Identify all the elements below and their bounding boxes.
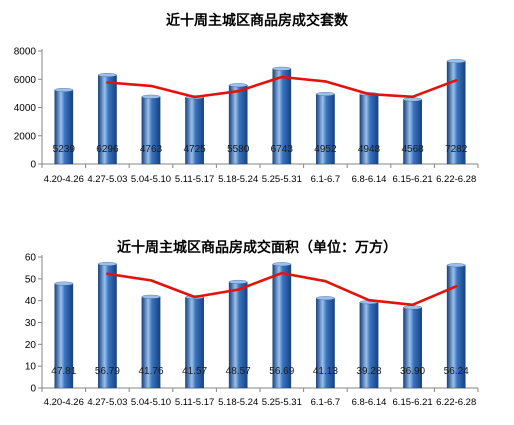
x-tick-label: 5.18-5.24 [218, 174, 258, 185]
bar-cap [54, 88, 74, 92]
chart-panel-area: 近十周主城区商品房成交面积（单位：万方） 0 10 20 30 40 50 60 4.20-4… [0, 225, 514, 425]
bar-cap [446, 59, 466, 64]
bar-cap [403, 305, 422, 310]
x-tick-label: 6.1-6.7 [311, 397, 341, 408]
bar-cap [316, 296, 335, 301]
trend-line [106, 271, 458, 307]
y-tick-label: 0 [30, 160, 36, 171]
bar-cap [228, 83, 248, 88]
x-tick-label: 6.22-6.28 [436, 174, 476, 185]
data-label: 56.79 [95, 366, 120, 377]
y-tick-label: 40 [25, 296, 37, 307]
data-label: 56.24 [444, 366, 469, 377]
bar-cap [98, 262, 117, 266]
bar-cap [228, 280, 248, 284]
y-tick-label: 50 [25, 274, 37, 285]
y-tick-label: 20 [25, 340, 37, 351]
x-tick-label: 4.20-4.26 [44, 174, 84, 185]
bar-cap [272, 66, 292, 71]
x-tick-label: 5.04-5.10 [131, 174, 171, 185]
x-tick-label: 5.25-5.31 [262, 397, 302, 408]
data-label: 48.57 [226, 366, 251, 377]
x-tick-label: 6.1-6.7 [311, 174, 341, 185]
data-label: 5580 [227, 144, 250, 155]
bar-cap [98, 73, 117, 78]
y-tick-label: 6000 [14, 75, 37, 86]
x-tick-label: 6.15-6.21 [393, 174, 433, 185]
bar-cap [272, 262, 292, 267]
chart-title: 近十周主城区商品房成交面积（单位：万方） [117, 240, 397, 256]
bar-cap [446, 263, 466, 268]
x-tick-label: 5.04-5.10 [131, 397, 171, 408]
data-label: 41.13 [313, 366, 338, 377]
data-label: 41.76 [138, 366, 163, 377]
x-tick-label: 5.25-5.31 [262, 174, 302, 185]
x-tick-label: 6.8-6.14 [352, 397, 387, 408]
x-tick-label: 4.27-5.03 [87, 397, 127, 408]
bar-cap [54, 281, 74, 286]
data-label: 4763 [140, 144, 163, 155]
bar-chart-count: 0 2000 4000 6000 8000 4.20-4.26 4.27-5.03 5.04-… [14, 47, 479, 185]
data-label: 36.90 [400, 366, 425, 377]
x-tick-label: 6.15-6.21 [393, 397, 433, 408]
x-tick-label: 5.11-5.17 [175, 397, 214, 408]
data-label: 56.69 [269, 366, 294, 377]
chart-panel-count: 近十周主城区商品房成交套数 0 2000 4000 6000 8000 4.20-4.26… [0, 0, 514, 200]
y-tick-label: 8000 [14, 47, 37, 58]
data-label: 39.28 [356, 366, 381, 377]
data-label: 6296 [96, 144, 119, 155]
bar-cap [141, 94, 161, 99]
data-label: 4952 [314, 144, 337, 155]
data-label: 6743 [271, 144, 294, 155]
bar-cap [141, 294, 161, 299]
y-tick-label: 4000 [14, 103, 37, 114]
x-tick-label: 4.27-5.03 [87, 174, 127, 185]
bar-cap [316, 92, 335, 97]
data-label: 41.57 [182, 366, 207, 377]
x-tick-label: 5.11-5.17 [175, 174, 214, 185]
y-tick-label: 10 [25, 362, 37, 373]
chart-title: 近十周主城区商品房成交套数 [166, 13, 348, 29]
data-label: 4568 [401, 144, 424, 155]
x-tick-label: 6.22-6.28 [436, 397, 476, 408]
trend-line [106, 75, 458, 99]
y-tick-label: 0 [30, 384, 36, 395]
data-label: 4725 [183, 144, 206, 155]
data-label: 7282 [445, 144, 468, 155]
data-label: 5239 [53, 144, 76, 155]
bar-cap [403, 97, 422, 102]
x-tick-label: 6.8-6.14 [352, 174, 387, 185]
y-tick-label: 60 [25, 253, 37, 264]
x-tick-label: 4.20-4.26 [44, 397, 84, 408]
y-tick-label: 2000 [14, 131, 37, 142]
data-label: 47.81 [51, 366, 76, 377]
x-tick-label: 5.18-5.24 [218, 397, 258, 408]
data-label: 4948 [358, 144, 381, 155]
bar-chart-area: 0 10 20 30 40 50 60 4.20-4.26 4.27-5.03 5.04-5.10… [25, 253, 479, 408]
y-tick-label: 30 [25, 318, 37, 329]
